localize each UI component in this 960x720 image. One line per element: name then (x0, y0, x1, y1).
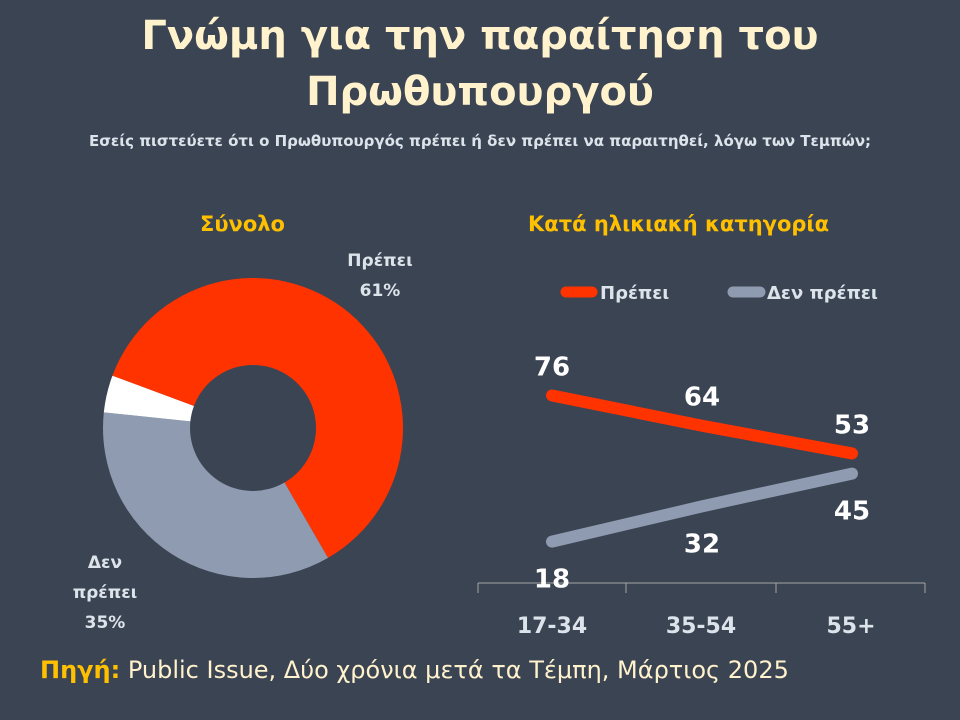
donut-label-should-not: Δεν πρέπει 35% (60, 548, 150, 638)
data-label: 53 (834, 410, 870, 440)
source-label: Πηγή: (40, 656, 121, 684)
donut-label-value: 35% (84, 613, 126, 633)
data-label: 76 (534, 352, 570, 382)
legend-label-should: Πρέπει (600, 283, 669, 304)
data-label: 64 (684, 383, 720, 413)
donut-label-should: Πρέπει 61% (340, 246, 420, 306)
page-title: Γνώμη για την παραίτηση του Πρωθυπουργού (141, 13, 819, 115)
subtitle: Εσείς πιστεύετε ότι ο Πρωθυπουργός πρέπε… (88, 132, 872, 150)
legend-label-should-not: Δεν πρέπει (767, 283, 878, 304)
donut-slice-1 (103, 412, 329, 578)
donut-title: Σύνολο (200, 212, 285, 236)
donut-label-name-2: πρέπει (72, 583, 138, 603)
data-label: 32 (684, 529, 720, 559)
source-note: Πηγή: Public Issue, Δύο χρόνια μετά τα Τ… (40, 656, 789, 684)
series-line-1 (546, 467, 858, 548)
x-tick-label: 17-34 (517, 614, 587, 639)
donut-label-value: 61% (359, 281, 401, 301)
donut-slice-2 (103, 375, 194, 422)
x-tick-label: 35-54 (666, 614, 736, 639)
source-text: Public Issue, Δύο χρόνια μετά τα Τέμπη, … (120, 656, 789, 684)
donut-label-name: Δεν (87, 553, 123, 573)
legend: Πρέπει Δεν πρέπει (560, 283, 878, 304)
x-axis: 17-34 35-54 55+ (477, 582, 926, 639)
series-line-0 (546, 389, 858, 460)
x-tick-label: 55+ (826, 614, 875, 639)
data-label: 45 (834, 497, 870, 527)
donut-chart (103, 278, 403, 578)
line-chart: Πρέπει Δεν πρέπει 17-34 35-54 55+ 76 64 53… (477, 283, 926, 639)
line-chart-title: Κατά ηλικιακή κατηγορία (528, 212, 830, 236)
donut-slice-0 (112, 278, 403, 558)
donut-label-name: Πρέπει (347, 251, 413, 271)
data-label: 18 (534, 565, 570, 595)
